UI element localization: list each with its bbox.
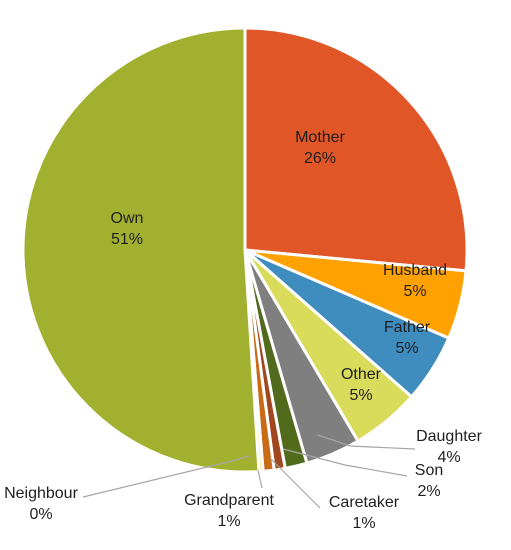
- slice-label-caretaker: Caretaker 1%: [329, 494, 400, 532]
- slice-name-husband: Husband: [383, 262, 447, 279]
- slice-percent-daughter: 4%: [437, 449, 460, 466]
- slice-percent-caretaker: 1%: [352, 515, 375, 532]
- slice-label-father: Father 5%: [384, 319, 431, 357]
- slice-name-father: Father: [384, 319, 431, 336]
- slice-name-grandparent: Grandparent: [184, 492, 274, 509]
- slice-label-son: Son 2%: [415, 462, 443, 500]
- slice-label-mother: Mother 26%: [295, 129, 345, 167]
- pie-labels: Mother 26% Husband 5% Father 5% Other 5% Daughte…: [4, 129, 482, 532]
- slice-percent-son: 2%: [417, 483, 440, 500]
- leader-line-daughter: [317, 434, 416, 450]
- slice-percent-other: 5%: [349, 387, 372, 404]
- leader-line-caretaker: [269, 457, 321, 509]
- leader-lines: [82, 434, 416, 509]
- slice-percent-neighbour: 0%: [29, 506, 52, 523]
- slice-label-neighbour: Neighbour 0%: [4, 485, 79, 523]
- slice-label-grandparent: Grandparent 1%: [184, 492, 274, 530]
- slice-percent-grandparent: 1%: [217, 513, 240, 530]
- slice-name-own: Own: [111, 210, 144, 227]
- slice-label-husband: Husband 5%: [383, 262, 447, 300]
- slice-percent-father: 5%: [395, 340, 418, 357]
- slice-name-daughter: Daughter: [416, 428, 482, 445]
- slice-label-other: Other 5%: [341, 366, 382, 404]
- slice-percent-own: 51%: [111, 231, 143, 248]
- slice-percent-husband: 5%: [403, 283, 426, 300]
- pie-slice-mother: [243, 26, 469, 273]
- slice-name-neighbour: Neighbour: [4, 485, 79, 502]
- slice-percent-mother: 26%: [304, 150, 336, 167]
- leader-line-grandparent: [257, 469, 263, 489]
- slice-label-daughter: Daughter 4%: [416, 428, 482, 466]
- slice-name-caretaker: Caretaker: [329, 494, 400, 511]
- leader-line-neighbour: [82, 455, 250, 498]
- slice-name-mother: Mother: [295, 129, 345, 146]
- pie-slice-own: [21, 26, 261, 474]
- slice-label-own: Own 51%: [111, 210, 144, 248]
- leader-line-son: [282, 448, 408, 477]
- slice-name-son: Son: [415, 462, 443, 479]
- pie-slices: [21, 26, 469, 474]
- slice-name-other: Other: [341, 366, 382, 383]
